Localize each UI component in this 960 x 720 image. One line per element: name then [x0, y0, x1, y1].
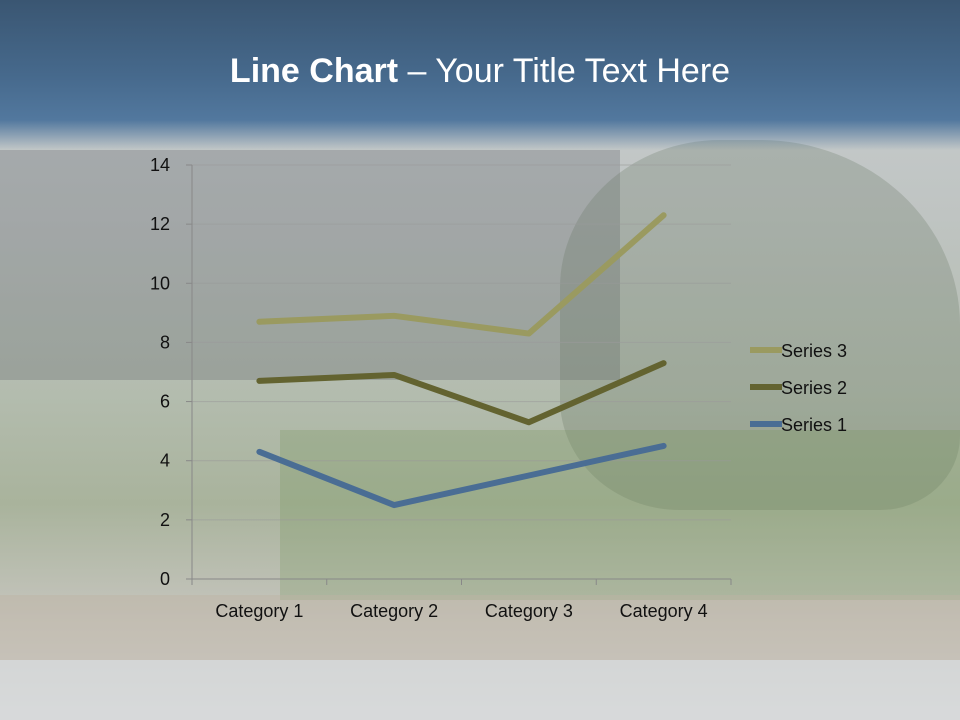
title-band [0, 0, 960, 150]
pavement [0, 660, 960, 720]
house-silhouette [0, 150, 620, 380]
stone-wall [0, 595, 960, 660]
y-tick-label: 0 [160, 569, 170, 589]
series-line-3 [256, 212, 667, 337]
y-tick-label: 6 [160, 392, 170, 412]
trees-silhouette [560, 140, 960, 510]
x-tick-label: Category 3 [485, 601, 573, 621]
title-bold: Line Chart [229, 52, 399, 90]
y-tick-label: 12 [150, 214, 170, 234]
legend-label-series-1: Series 1 [781, 415, 847, 435]
legend-label-series-3: Series 3 [781, 341, 847, 361]
y-tick-label: 8 [160, 332, 170, 352]
legend-label-series-2: Series 2 [781, 378, 847, 398]
series-line-2 [256, 360, 667, 426]
title-rest: – Your Title Text Here [398, 52, 731, 90]
y-tick-label: 2 [160, 510, 170, 530]
y-tick-label: 14 [150, 155, 170, 175]
slide-title: Line Chart – Your Title Text Here [0, 52, 960, 91]
x-tick-label: Category 1 [215, 601, 303, 621]
x-tick-label: Category 4 [620, 601, 708, 621]
y-tick-label: 10 [150, 273, 170, 293]
y-tick-label: 4 [160, 451, 170, 471]
x-tick-label: Category 2 [350, 601, 438, 621]
series-line-1 [256, 442, 667, 509]
